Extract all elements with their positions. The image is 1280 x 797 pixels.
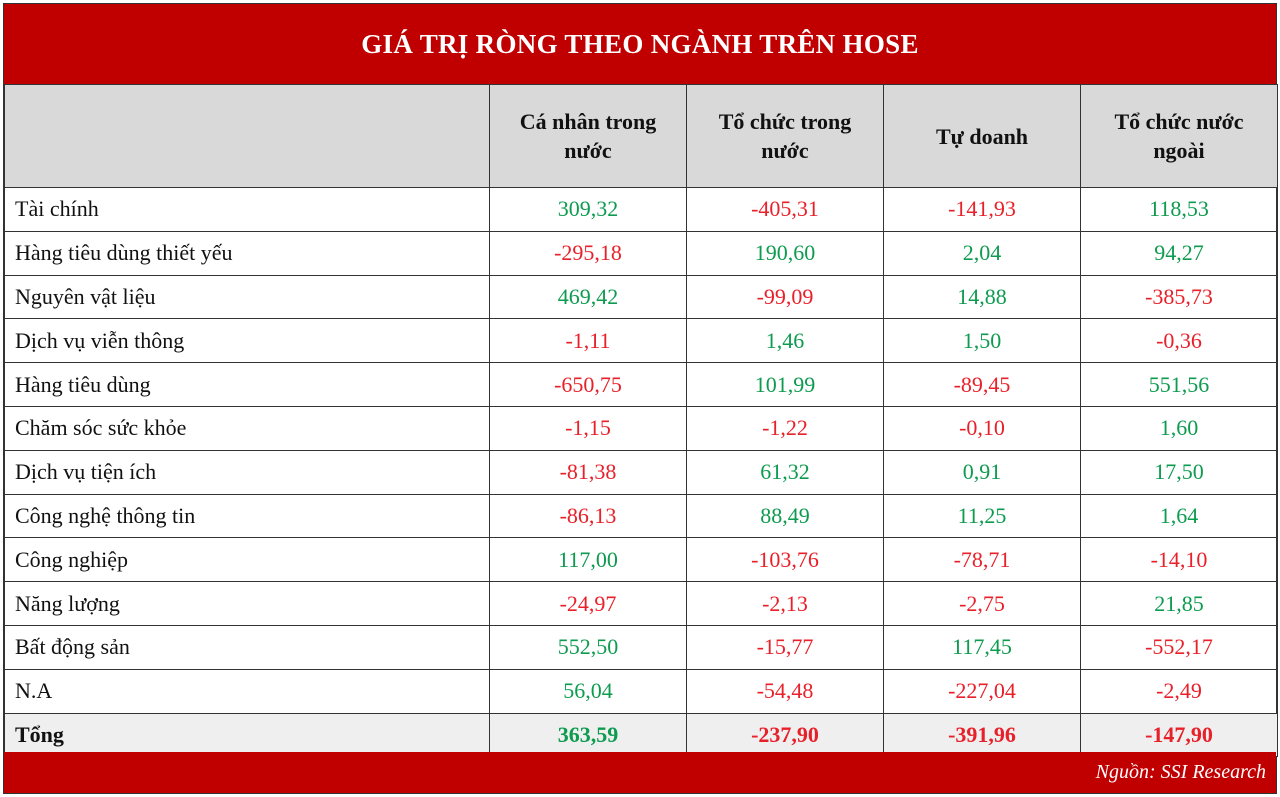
foreign-institution-value: -0,36 xyxy=(1080,318,1278,364)
foreign-institution-value: -385,73 xyxy=(1080,274,1278,320)
sector-name: Nguyên vật liệu xyxy=(4,274,490,320)
table-row: Bất động sản 552,50 -15,77 117,45 -552,17 xyxy=(4,624,1278,670)
individual-domestic-value: -650,75 xyxy=(489,362,687,407)
table-row: Hàng tiêu dùng -650,75 101,99 -89,45 551,56 xyxy=(4,362,1278,407)
table-row: Năng lượng -24,97 -2,13 -2,75 21,85 xyxy=(4,581,1278,626)
sector-name: Chăm sóc sức khỏe xyxy=(4,405,490,451)
table-row: Hàng tiêu dùng thiết yếu -295,18 190,60 2,0… xyxy=(4,230,1278,276)
individual-domestic-value: -1,15 xyxy=(489,405,687,451)
proprietary-value: -2,75 xyxy=(883,581,1081,626)
table-row: N.A 56,04 -54,48 -227,04 -2,49 xyxy=(4,668,1278,714)
foreign-institution-value: -2,49 xyxy=(1080,668,1278,714)
individual-domestic-value: 363,59 xyxy=(489,712,687,758)
foreign-institution-value: 1,60 xyxy=(1080,405,1278,451)
individual-domestic-value: -24,97 xyxy=(489,581,687,626)
institution-domestic-value: 190,60 xyxy=(686,230,884,276)
header-sector xyxy=(4,84,490,188)
institution-domestic-value: 61,32 xyxy=(686,449,884,495)
proprietary-value: -89,45 xyxy=(883,362,1081,407)
individual-domestic-value: 56,04 xyxy=(489,668,687,714)
proprietary-value: 11,25 xyxy=(883,493,1081,539)
institution-domestic-value: -1,22 xyxy=(686,405,884,451)
individual-domestic-value: -1,11 xyxy=(489,318,687,364)
foreign-institution-value: 94,27 xyxy=(1080,230,1278,276)
foreign-institution-value: 551,56 xyxy=(1080,362,1278,407)
foreign-institution-value: 17,50 xyxy=(1080,449,1278,495)
header-foreign-institution: Tổ chức nước ngoài xyxy=(1080,84,1278,188)
net-value-table: Cá nhân trong nước Tổ chức trong nước Tự… xyxy=(4,84,1278,758)
proprietary-value: 2,04 xyxy=(883,230,1081,276)
sector-name: Công nghiệp xyxy=(4,537,490,583)
header-proprietary: Tự doanh xyxy=(883,84,1081,188)
institution-domestic-value: -54,48 xyxy=(686,668,884,714)
sector-name: Dịch vụ viễn thông xyxy=(4,318,490,364)
proprietary-value: 1,50 xyxy=(883,318,1081,364)
institution-domestic-value: -237,90 xyxy=(686,712,884,758)
institution-domestic-value: -103,76 xyxy=(686,537,884,583)
institution-domestic-value: 88,49 xyxy=(686,493,884,539)
total-label: Tổng xyxy=(4,712,490,758)
sector-name: N.A xyxy=(4,668,490,714)
sector-name: Công nghệ thông tin xyxy=(4,493,490,539)
foreign-institution-value: -14,10 xyxy=(1080,537,1278,583)
institution-domestic-value: -405,31 xyxy=(686,187,884,232)
net-value-table-card: GIÁ TRỊ RÒNG THEO NGÀNH TRÊN HOSE Cá nhâ… xyxy=(3,3,1278,794)
foreign-institution-value: -552,17 xyxy=(1080,624,1278,670)
institution-domestic-value: 101,99 xyxy=(686,362,884,407)
table-row: Công nghiệp 117,00 -103,76 -78,71 -14,10 xyxy=(4,537,1278,583)
sector-name: Tài chính xyxy=(4,187,490,232)
proprietary-value: 14,88 xyxy=(883,274,1081,320)
table-title: GIÁ TRỊ RÒNG THEO NGÀNH TRÊN HOSE xyxy=(4,4,1276,84)
institution-domestic-value: -2,13 xyxy=(686,581,884,626)
foreign-institution-value: 21,85 xyxy=(1080,581,1278,626)
source-footer: Nguồn: SSI Research xyxy=(4,752,1276,793)
sector-name: Bất động sản xyxy=(4,624,490,670)
table-row: Chăm sóc sức khỏe -1,15 -1,22 -0,10 1,60 xyxy=(4,405,1278,451)
header-row: Cá nhân trong nước Tổ chức trong nước Tự… xyxy=(4,84,1278,188)
individual-domestic-value: -81,38 xyxy=(489,449,687,495)
foreign-institution-value: 118,53 xyxy=(1080,187,1278,232)
individual-domestic-value: 552,50 xyxy=(489,624,687,670)
individual-domestic-value: 469,42 xyxy=(489,274,687,320)
proprietary-value: -141,93 xyxy=(883,187,1081,232)
proprietary-value: -391,96 xyxy=(883,712,1081,758)
individual-domestic-value: 117,00 xyxy=(489,537,687,583)
individual-domestic-value: -86,13 xyxy=(489,493,687,539)
foreign-institution-value: 1,64 xyxy=(1080,493,1278,539)
header-institution-domestic: Tổ chức trong nước xyxy=(686,84,884,188)
institution-domestic-value: -15,77 xyxy=(686,624,884,670)
individual-domestic-value: 309,32 xyxy=(489,187,687,232)
sector-name: Năng lượng xyxy=(4,581,490,626)
sector-name: Hàng tiêu dùng xyxy=(4,362,490,407)
table-row: Dịch vụ tiện ích -81,38 61,32 0,91 17,50 xyxy=(4,449,1278,495)
proprietary-value: -78,71 xyxy=(883,537,1081,583)
table-row: Tài chính 309,32 -405,31 -141,93 118,53 xyxy=(4,187,1278,232)
sector-name: Hàng tiêu dùng thiết yếu xyxy=(4,230,490,276)
institution-domestic-value: -99,09 xyxy=(686,274,884,320)
institution-domestic-value: 1,46 xyxy=(686,318,884,364)
total-row: Tổng 363,59 -237,90 -391,96 -147,90 xyxy=(4,712,1278,758)
proprietary-value: 117,45 xyxy=(883,624,1081,670)
table-row: Dịch vụ viễn thông -1,11 1,46 1,50 -0,36 xyxy=(4,318,1278,364)
proprietary-value: -0,10 xyxy=(883,405,1081,451)
header-individual-domestic: Cá nhân trong nước xyxy=(489,84,687,188)
sector-name: Dịch vụ tiện ích xyxy=(4,449,490,495)
foreign-institution-value: -147,90 xyxy=(1080,712,1278,758)
proprietary-value: 0,91 xyxy=(883,449,1081,495)
individual-domestic-value: -295,18 xyxy=(489,230,687,276)
table-row: Công nghệ thông tin -86,13 88,49 11,25 1,64 xyxy=(4,493,1278,539)
table-row: Nguyên vật liệu 469,42 -99,09 14,88 -385,73 xyxy=(4,274,1278,320)
proprietary-value: -227,04 xyxy=(883,668,1081,714)
